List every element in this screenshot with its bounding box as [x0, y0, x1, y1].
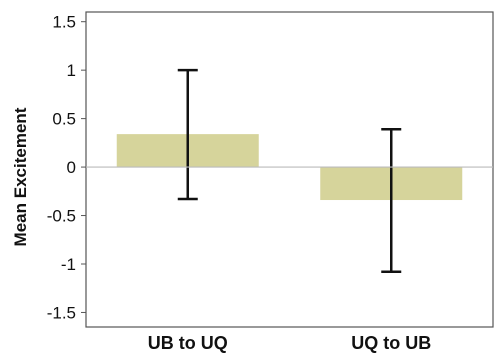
x-category-label: UB to UQ — [148, 333, 228, 353]
y-tick-label: 1.5 — [52, 13, 76, 32]
y-tick-label: -0.5 — [47, 207, 76, 226]
y-tick-label: 0.5 — [52, 110, 76, 129]
y-tick-label: -1 — [61, 255, 76, 274]
plot-frame — [85, 11, 494, 328]
y-tick-label: -1.5 — [47, 303, 76, 322]
y-tick-label: 0 — [67, 158, 76, 177]
y-axis-title: Mean Excitement — [11, 107, 30, 246]
y-tick-label: 1 — [67, 61, 76, 80]
x-category-label: UQ to UB — [351, 333, 431, 353]
